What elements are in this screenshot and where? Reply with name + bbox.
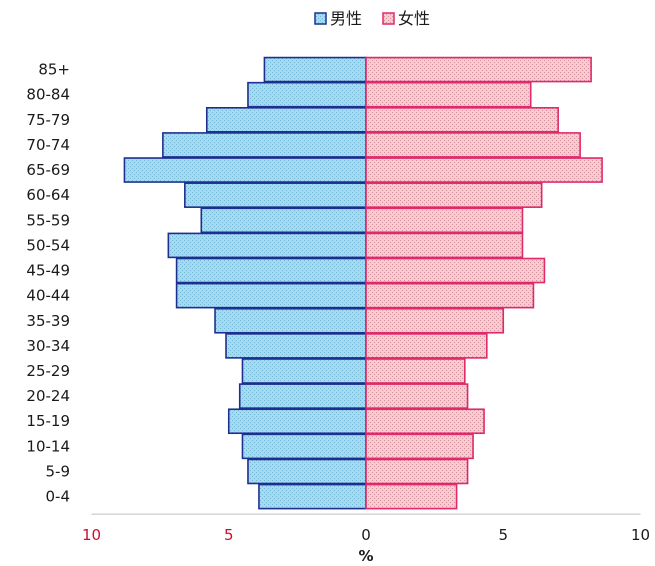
bar-male — [258, 483, 367, 510]
legend-label-male: 男性 — [330, 9, 362, 28]
bar-female — [365, 232, 524, 259]
bars-layer — [123, 56, 603, 510]
bar-male — [175, 282, 367, 309]
y-tick-label: 25-29 — [26, 362, 70, 380]
y-tick-label: 10-14 — [26, 437, 70, 455]
legend-swatch-female — [382, 12, 395, 25]
bar-female — [365, 81, 532, 108]
x-tick-label: 10 — [82, 526, 101, 544]
y-tick-label: 35-39 — [26, 312, 70, 330]
y-tick-label: 0-4 — [46, 488, 71, 506]
bar-male — [263, 56, 367, 83]
x-tick-label: 10 — [631, 526, 650, 544]
bar-female — [365, 157, 603, 183]
bar-male — [227, 408, 367, 435]
y-tick-label: 55-59 — [26, 211, 70, 229]
bar-male — [247, 458, 367, 485]
bar-female — [365, 458, 469, 485]
y-tick-label: 60-64 — [26, 186, 70, 204]
y-tick-label: 65-69 — [26, 161, 70, 179]
bar-male — [200, 207, 367, 234]
y-axis-labels: 85+ 80-84 75-79 70-74 65-69 60-64 55-59 50-54 45… — [26, 61, 70, 506]
y-tick-label: 85+ — [38, 61, 70, 79]
y-tick-label: 20-24 — [26, 387, 70, 405]
x-axis-title: % — [358, 547, 373, 565]
x-tick-label: 5 — [498, 526, 508, 544]
y-tick-label: 15-19 — [26, 412, 70, 430]
bar-female — [365, 358, 466, 384]
bar-male — [241, 358, 367, 384]
bar-female — [365, 383, 469, 409]
bar-female — [365, 282, 535, 309]
legend-swatch-male — [314, 12, 327, 25]
bar-male — [225, 333, 367, 359]
bar-male — [238, 383, 367, 409]
bar-male — [247, 81, 367, 108]
bar-male — [214, 307, 367, 334]
y-tick-label: 30-34 — [26, 337, 70, 355]
bar-female — [365, 56, 592, 83]
bar-female — [365, 483, 458, 510]
bar-female — [365, 107, 559, 133]
x-tick-label: 5 — [224, 526, 234, 544]
y-tick-label: 70-74 — [26, 136, 70, 154]
y-tick-label: 5-9 — [46, 462, 71, 480]
bar-female — [365, 433, 474, 460]
y-tick-label: 40-44 — [26, 287, 70, 305]
bar-male — [175, 257, 367, 284]
legend-label-female: 女性 — [398, 9, 430, 28]
bar-female — [365, 207, 524, 234]
y-tick-label: 80-84 — [26, 86, 70, 104]
x-axis: 10 5 0 5 10 — [82, 513, 650, 544]
bar-female — [365, 307, 505, 334]
bar-male — [184, 182, 367, 208]
x-tick-label: 0 — [361, 526, 371, 544]
bar-female — [365, 132, 581, 158]
bar-female — [365, 408, 485, 435]
bar-female — [365, 257, 546, 284]
bar-male — [162, 132, 367, 158]
y-tick-label: 75-79 — [26, 111, 70, 129]
bar-male — [205, 107, 367, 133]
y-tick-label: 45-49 — [26, 262, 70, 280]
bar-female — [365, 182, 543, 208]
bar-female — [365, 333, 488, 359]
bar-male — [167, 232, 367, 259]
bar-male — [241, 433, 367, 460]
legend: 男性 女性 — [314, 9, 430, 28]
bar-male — [123, 157, 367, 183]
y-tick-label: 50-54 — [26, 236, 70, 254]
